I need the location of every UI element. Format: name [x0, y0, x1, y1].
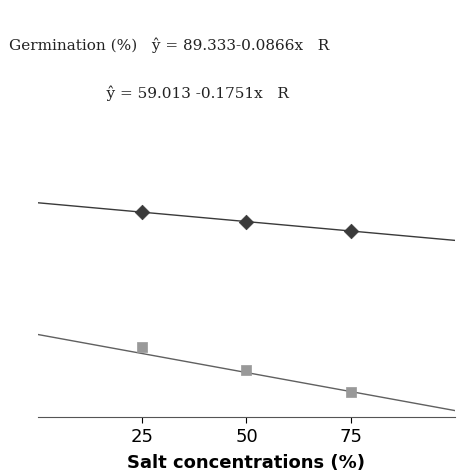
Point: [243, 218, 250, 225]
Text: ŷ = 59.013 -0.1751x   R: ŷ = 59.013 -0.1751x R: [9, 85, 289, 101]
Point: [347, 227, 355, 235]
Point: [138, 209, 146, 216]
Text: Germination (%)   ŷ = 89.333-0.0866x   R: Germination (%) ŷ = 89.333-0.0866x R: [9, 38, 330, 54]
Point: [243, 366, 250, 374]
Point: [138, 343, 146, 351]
X-axis label: Salt concentrations (%): Salt concentrations (%): [128, 454, 365, 472]
Point: [347, 388, 355, 395]
